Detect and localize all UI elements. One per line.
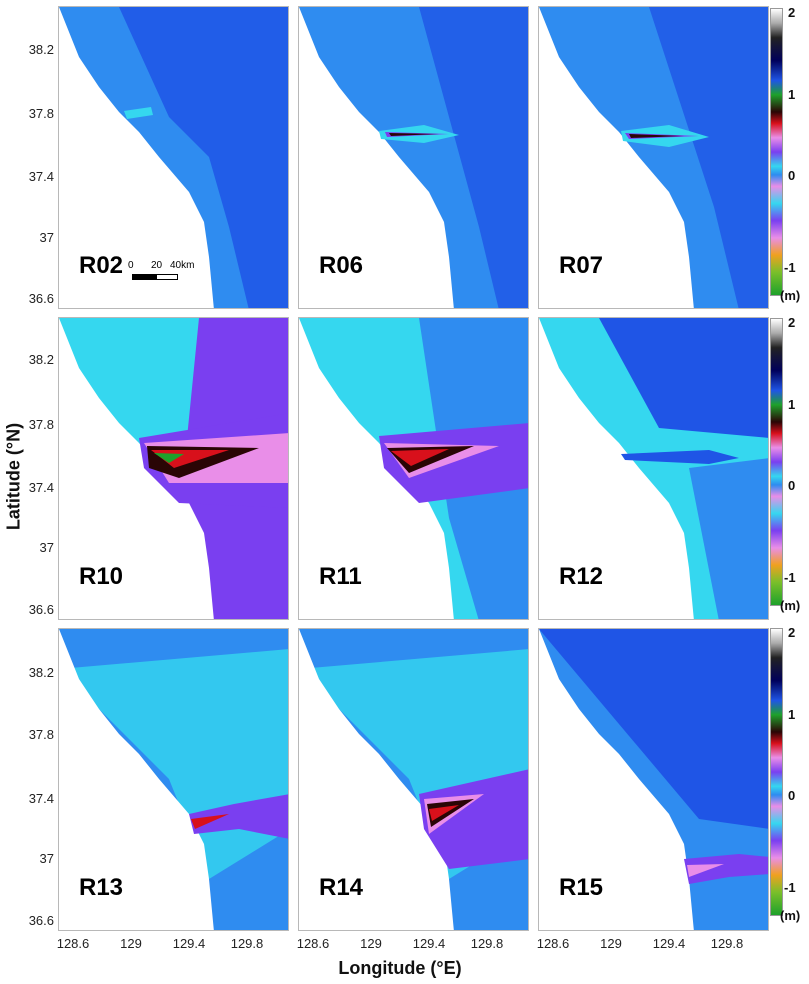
x-axis-label: Longitude (°E)	[338, 958, 462, 978]
colorbar-unit: (m)	[780, 598, 801, 613]
map-panel-r10: R10	[58, 317, 289, 620]
map-panel-r06: R06	[298, 6, 529, 309]
colorbar-tick: -1	[784, 570, 796, 585]
colorbar-unit: (m)	[780, 908, 801, 923]
map-field-r02	[59, 7, 288, 308]
x-tick: 128.6	[56, 936, 90, 951]
map-panel-r13: R13	[58, 628, 289, 931]
x-tick: 129.8	[470, 936, 504, 951]
colorbar-tick: -1	[784, 260, 796, 275]
scale-bar-black	[132, 274, 156, 280]
colorbar	[770, 8, 783, 296]
colorbar-tick: 2	[788, 625, 796, 640]
colorbar-tick: 2	[788, 315, 796, 330]
colorbar-tick: 1	[788, 707, 796, 722]
map-field-r13	[59, 629, 288, 930]
map-field-r15	[539, 629, 768, 930]
map-field-r12	[539, 318, 768, 619]
map-panel-r02: R02	[58, 6, 289, 309]
colorbar-tick: 0	[788, 478, 796, 493]
x-tick: 129	[120, 936, 142, 951]
scale-bar-white	[156, 274, 178, 280]
panel-label: R02	[79, 252, 124, 279]
colorbar-tick: 1	[788, 87, 796, 102]
panel-label: R12	[559, 563, 604, 590]
colorbar-tick: 2	[788, 5, 796, 20]
y-tick: 38.2	[28, 665, 54, 680]
x-tick: 129.8	[710, 936, 744, 951]
x-tick: 129.4	[652, 936, 686, 951]
y-tick: 37.8	[28, 727, 54, 742]
x-tick: 129.4	[172, 936, 206, 951]
y-tick: 37.8	[28, 417, 54, 432]
map-panel-r12: R12	[538, 317, 769, 620]
y-tick: 37	[39, 230, 54, 245]
y-tick: 37	[39, 540, 54, 555]
colorbar-tick: 1	[788, 397, 796, 412]
colorbar	[770, 628, 783, 916]
y-axis-label: Latitude (°N)	[3, 422, 24, 531]
panel-label: R06	[319, 252, 364, 279]
y-tick: 37.4	[28, 169, 54, 184]
x-tick: 129.4	[412, 936, 446, 951]
scale-label-40: 40km	[170, 260, 195, 271]
map-panel-r11: R11	[298, 317, 529, 620]
x-tick: 129	[360, 936, 382, 951]
panel-label: R10	[79, 563, 124, 590]
colorbar-unit: (m)	[780, 288, 801, 303]
panel-label: R07	[559, 252, 604, 279]
y-tick: 37.4	[28, 480, 54, 495]
map-field-r06	[299, 7, 528, 308]
y-tick: 36.6	[28, 602, 54, 617]
x-tick: 129	[600, 936, 622, 951]
y-tick: 36.6	[28, 291, 54, 306]
map-field-r10	[59, 318, 288, 619]
panel-label: R11	[319, 563, 362, 590]
scale-label-0: 0	[128, 260, 134, 271]
panel-label: R14	[319, 874, 364, 901]
x-tick: 128.6	[296, 936, 330, 951]
map-panel-r07: R07	[538, 6, 769, 309]
y-tick: 37.4	[28, 791, 54, 806]
colorbar	[770, 318, 783, 606]
map-field-r14	[299, 629, 528, 930]
panel-label: R15	[559, 874, 604, 901]
x-tick: 129.8	[230, 936, 264, 951]
scale-label-20: 20	[151, 260, 163, 271]
map-field-r07	[539, 7, 768, 308]
x-tick: 128.6	[536, 936, 570, 951]
y-tick: 36.6	[28, 913, 54, 928]
y-tick: 37.8	[28, 106, 54, 121]
colorbar-tick: -1	[784, 880, 796, 895]
map-panel-r14: R14	[298, 628, 529, 931]
y-tick: 37	[39, 851, 54, 866]
panel-label: R13	[79, 874, 124, 901]
y-tick: 38.2	[28, 42, 54, 57]
map-field-r11	[299, 318, 528, 619]
colorbar-tick: 0	[788, 788, 796, 803]
map-panel-r15: R15	[538, 628, 769, 931]
colorbar-tick: 0	[788, 168, 796, 183]
y-tick: 38.2	[28, 352, 54, 367]
